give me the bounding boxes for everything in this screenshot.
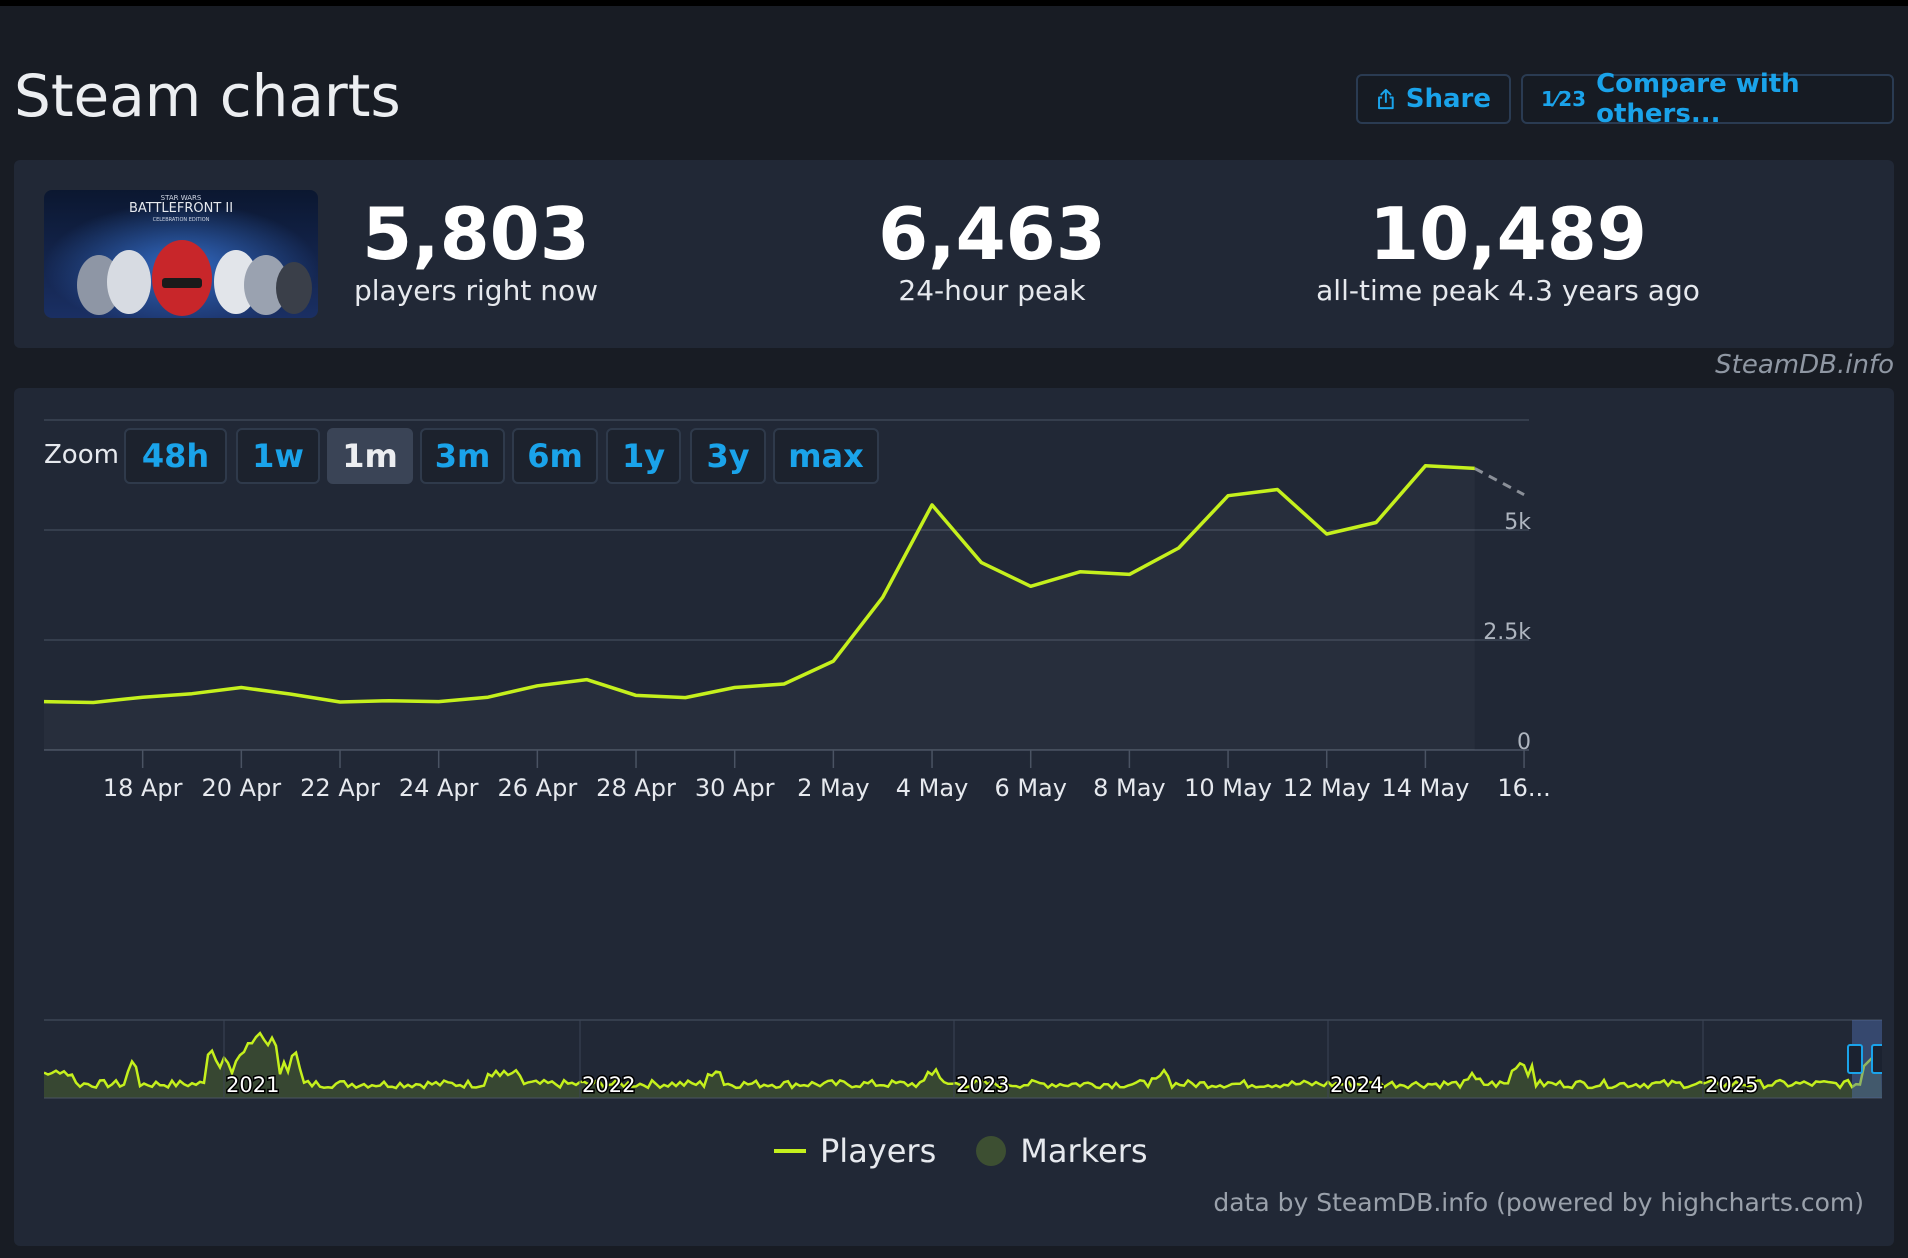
zoom-label: Zoom <box>44 440 119 470</box>
stat-all-time-peak: 10,489 all-time peak 4.3 years ago <box>1268 194 1748 307</box>
x-tick-label: 30 Apr <box>695 774 775 802</box>
navigator-line <box>44 1031 1881 1090</box>
x-tick-label: 26 Apr <box>498 774 578 802</box>
stat-players-now: 5,803 players right now <box>236 194 716 307</box>
x-tick-label: 22 Apr <box>300 774 380 802</box>
zoom-3m-button[interactable]: 3m <box>420 428 505 484</box>
navigator-handle-right[interactable] <box>1871 1044 1882 1074</box>
share-label: Share <box>1405 84 1491 114</box>
compare-icon: 1⁄23 <box>1541 87 1587 111</box>
chart-legend: Players Markers <box>774 1132 1148 1170</box>
all-time-peak-value: 10,489 <box>1369 192 1647 276</box>
zoom-1m-button[interactable]: 1m <box>327 428 413 484</box>
navigator-year-label: 2023 <box>956 1073 1009 1097</box>
x-tick-label: 12 May <box>1283 774 1371 802</box>
y-tick-label: 0 <box>1517 730 1531 755</box>
players-line-icon <box>774 1149 806 1153</box>
all-time-peak-label: all-time peak 4.3 years ago <box>1316 274 1700 307</box>
peak-24h-value: 6,463 <box>878 192 1106 276</box>
x-tick-label: 20 Apr <box>201 774 281 802</box>
zoom-max-button[interactable]: max <box>773 428 879 484</box>
top-border <box>0 0 1908 6</box>
zoom-1w-button[interactable]: 1w <box>236 428 320 484</box>
markers-dot-icon <box>976 1136 1007 1166</box>
players-area <box>44 466 1475 750</box>
zoom-6m-button[interactable]: 6m <box>512 428 598 484</box>
navigator-chart[interactable]: 2021 2022 2023 2024 2025 <box>44 1018 1882 1104</box>
player-count-chart[interactable]: 0 2.5k 5k 18 Apr 20 Apr 22 Apr 24 Apr 26 Apr 28 … <box>14 388 1894 1148</box>
navigator-area <box>44 1033 1882 1098</box>
capsule-sup: STAR WARS <box>161 194 202 202</box>
steamdb-watermark: SteamDB.info <box>1715 350 1894 380</box>
players-now-value: 5,803 <box>362 192 590 276</box>
x-tick-label: 8 May <box>1093 774 1166 802</box>
compare-button[interactable]: 1⁄23 Compare with others... <box>1521 69 1894 129</box>
x-tick-label: 14 May <box>1381 774 1469 802</box>
legend-markers[interactable]: Markers <box>976 1132 1148 1170</box>
players-incomplete-line <box>1473 467 1525 497</box>
zoom-48h-button[interactable]: 48h <box>124 428 227 484</box>
stats-panel: STAR WARS BATTLEFRONT II CELEBRATION EDI… <box>14 160 1894 348</box>
x-tick-label: 28 Apr <box>596 774 676 802</box>
share-icon <box>1378 88 1394 110</box>
x-tick-label: 18 Apr <box>103 774 183 802</box>
navigator-handle-left[interactable] <box>1847 1044 1863 1074</box>
x-tick-label: 16... <box>1497 774 1550 802</box>
x-tick-label: 2 May <box>797 774 870 802</box>
share-button[interactable]: Share <box>1356 74 1511 124</box>
y-tick-label: 2.5k <box>1483 620 1531 645</box>
y-tick-label: 5k <box>1504 510 1531 535</box>
compare-label: Compare with others... <box>1596 69 1800 129</box>
navigator-year-label: 2022 <box>582 1073 635 1097</box>
players-now-label: players right now <box>354 274 598 307</box>
legend-players[interactable]: Players <box>774 1132 936 1170</box>
page-title: Steam charts <box>14 62 401 130</box>
navigator-year-label: 2025 <box>1705 1073 1758 1097</box>
capsule-title: BATTLEFRONT II <box>129 201 233 216</box>
zoom-1y-button[interactable]: 1y <box>606 428 681 484</box>
chart-panel: Zoom 48h 1w 1m 3m 6m 1y 3y max 0 2.5k 5k 18… <box>14 388 1894 1246</box>
x-tick-label: 10 May <box>1184 774 1272 802</box>
x-tick-label: 4 May <box>896 774 969 802</box>
zoom-3y-button[interactable]: 3y <box>690 428 766 484</box>
stat-24h-peak: 6,463 24-hour peak <box>752 194 1232 307</box>
navigator-year-label: 2024 <box>1330 1073 1383 1097</box>
navigator-year-label: 2021 <box>226 1073 279 1097</box>
peak-24h-label: 24-hour peak <box>898 274 1086 307</box>
game-capsule-image: STAR WARS BATTLEFRONT II CELEBRATION EDI… <box>44 190 318 318</box>
legend-markers-label: Markers <box>1020 1132 1148 1170</box>
players-line <box>43 464 1475 705</box>
chart-credits[interactable]: data by SteamDB.info (powered by highcha… <box>1213 1188 1864 1217</box>
capsule-sub: CELEBRATION EDITION <box>153 217 210 223</box>
x-tick-label: 6 May <box>994 774 1067 802</box>
x-tick-label: 24 Apr <box>399 774 479 802</box>
legend-players-label: Players <box>820 1132 937 1170</box>
